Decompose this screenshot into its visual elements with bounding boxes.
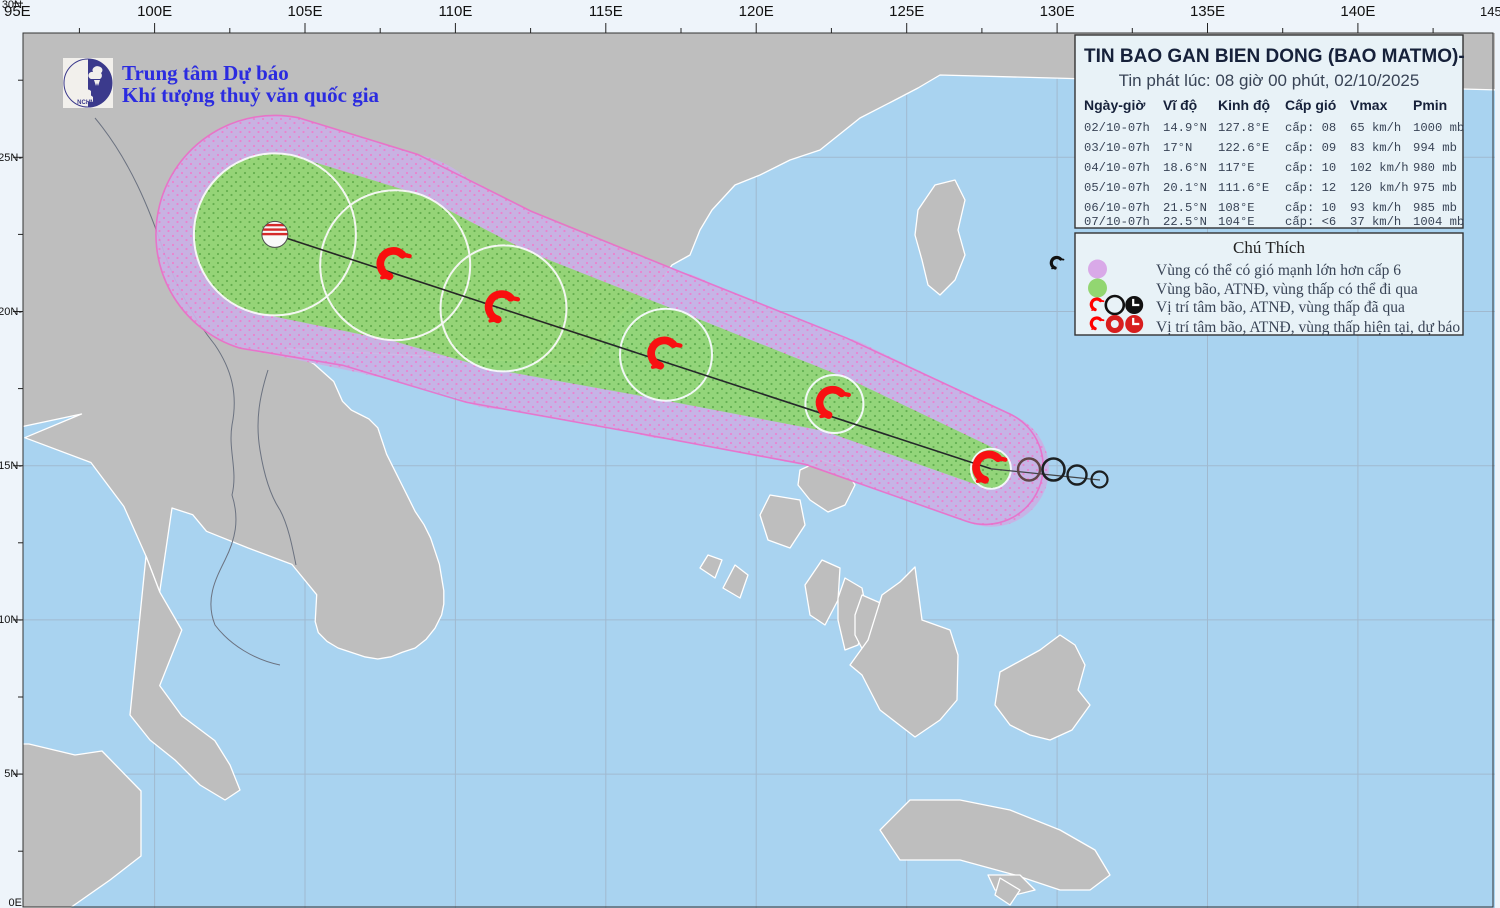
svg-text:Khí tượng thuỷ văn quốc gia: Khí tượng thuỷ văn quốc gia: [122, 83, 380, 107]
svg-text:140E: 140E: [1340, 3, 1375, 20]
svg-text:04/10-07h: 04/10-07h: [1084, 161, 1150, 175]
svg-text:Ngày-giờ: Ngày-giờ: [1084, 97, 1145, 113]
svg-text:1004 mb: 1004 mb: [1413, 215, 1464, 229]
svg-text:115E: 115E: [589, 3, 623, 20]
svg-text:25N-: 25N-: [0, 152, 22, 164]
svg-text:cấp: 12: cấp: 12: [1285, 181, 1336, 195]
svg-text:980 mb: 980 mb: [1413, 161, 1457, 175]
svg-text:20N-: 20N-: [0, 306, 22, 318]
svg-text:125E: 125E: [889, 3, 924, 20]
svg-text:cấp: 10: cấp: 10: [1285, 161, 1336, 175]
svg-text:1000 mb: 1000 mb: [1413, 121, 1464, 135]
svg-text:NCHMF: NCHMF: [77, 100, 99, 106]
svg-text:Vmax: Vmax: [1350, 97, 1388, 113]
svg-text:06/10-07h: 06/10-07h: [1084, 201, 1150, 215]
svg-text:102 km/h: 102 km/h: [1350, 161, 1409, 175]
svg-text:20.1°N: 20.1°N: [1163, 181, 1207, 195]
svg-text:03/10-07h: 03/10-07h: [1084, 141, 1150, 155]
svg-text:Vị trí tâm bão, ATNĐ, vùng thấ: Vị trí tâm bão, ATNĐ, vùng thấp hiện tại…: [1156, 319, 1460, 336]
svg-text:117°E: 117°E: [1218, 161, 1255, 175]
svg-text:93 km/h: 93 km/h: [1350, 201, 1401, 215]
svg-text:02/10-07h: 02/10-07h: [1084, 121, 1150, 135]
svg-text:Cấp gió: Cấp gió: [1285, 97, 1336, 113]
svg-text:83 km/h: 83 km/h: [1350, 141, 1401, 155]
svg-text:105E: 105E: [287, 3, 322, 20]
svg-text:Vùng bão, ATNĐ, vùng thấp có t: Vùng bão, ATNĐ, vùng thấp có thể đi qua: [1156, 281, 1418, 298]
svg-text:100E: 100E: [137, 3, 172, 20]
svg-text:975 mb: 975 mb: [1413, 181, 1457, 195]
svg-text:Tin phát lúc: 08 giờ 00 phút,: Tin phát lúc: 08 giờ 00 phút, 02/10/2025: [1119, 71, 1420, 90]
svg-text:135E: 135E: [1190, 3, 1225, 20]
svg-text:111.6°E: 111.6°E: [1218, 181, 1269, 195]
svg-text:110E: 110E: [438, 3, 472, 20]
svg-text:cấp: 09: cấp: 09: [1285, 141, 1336, 155]
svg-text:22.5°N: 22.5°N: [1163, 215, 1207, 229]
svg-text:Trung tâm Dự báo: Trung tâm Dự báo: [122, 61, 289, 85]
svg-text:cấp: 08: cấp: 08: [1285, 121, 1336, 135]
svg-text:37 km/h: 37 km/h: [1350, 215, 1401, 229]
svg-text:Vùng có thể có gió mạnh lớn hơ: Vùng có thể có gió mạnh lớn hơn cấp 6: [1156, 262, 1401, 279]
svg-text:07/10-07h: 07/10-07h: [1084, 215, 1150, 229]
svg-text:994 mb: 994 mb: [1413, 141, 1457, 155]
svg-text:17°N: 17°N: [1163, 141, 1192, 155]
svg-text:Kinh độ: Kinh độ: [1218, 97, 1270, 113]
svg-text:14.9°N: 14.9°N: [1163, 121, 1207, 135]
svg-text:145E: 145E: [1480, 4, 1500, 19]
svg-text:21.5°N: 21.5°N: [1163, 201, 1207, 215]
svg-text:10N-: 10N-: [0, 614, 22, 626]
svg-text:65 km/h: 65 km/h: [1350, 121, 1401, 135]
svg-text:108°E: 108°E: [1218, 201, 1255, 215]
svg-text:Vị trí tâm bão, ATNĐ, vùng thấ: Vị trí tâm bão, ATNĐ, vùng thấp đã qua: [1156, 299, 1405, 316]
svg-text:104°E: 104°E: [1218, 215, 1255, 229]
svg-text:cấp: <6: cấp: <6: [1285, 215, 1336, 229]
svg-text:127.8°E: 127.8°E: [1218, 121, 1269, 135]
svg-text:05/10-07h: 05/10-07h: [1084, 181, 1150, 195]
svg-text:TIN BAO GAN BIEN DONG (BAO MAT: TIN BAO GAN BIEN DONG (BAO MATMO)-: [1084, 46, 1465, 67]
svg-text:0E: 0E: [9, 897, 22, 908]
svg-text:122.6°E: 122.6°E: [1218, 141, 1269, 155]
svg-text:Chú Thích: Chú Thích: [1233, 238, 1305, 257]
svg-text:120E: 120E: [739, 3, 774, 20]
svg-text:Pmin: Pmin: [1413, 97, 1447, 113]
svg-text:5N-: 5N-: [4, 768, 22, 780]
svg-text:130E: 130E: [1040, 3, 1075, 20]
svg-text:Vĩ độ: Vĩ độ: [1163, 97, 1197, 113]
svg-text:15N-: 15N-: [0, 460, 22, 472]
svg-text:18.6°N: 18.6°N: [1163, 161, 1207, 175]
svg-text:985 mb: 985 mb: [1413, 201, 1457, 215]
svg-text:cấp: 10: cấp: 10: [1285, 201, 1336, 215]
svg-text:30N: 30N: [2, 0, 22, 11]
svg-text:120 km/h: 120 km/h: [1350, 181, 1409, 195]
